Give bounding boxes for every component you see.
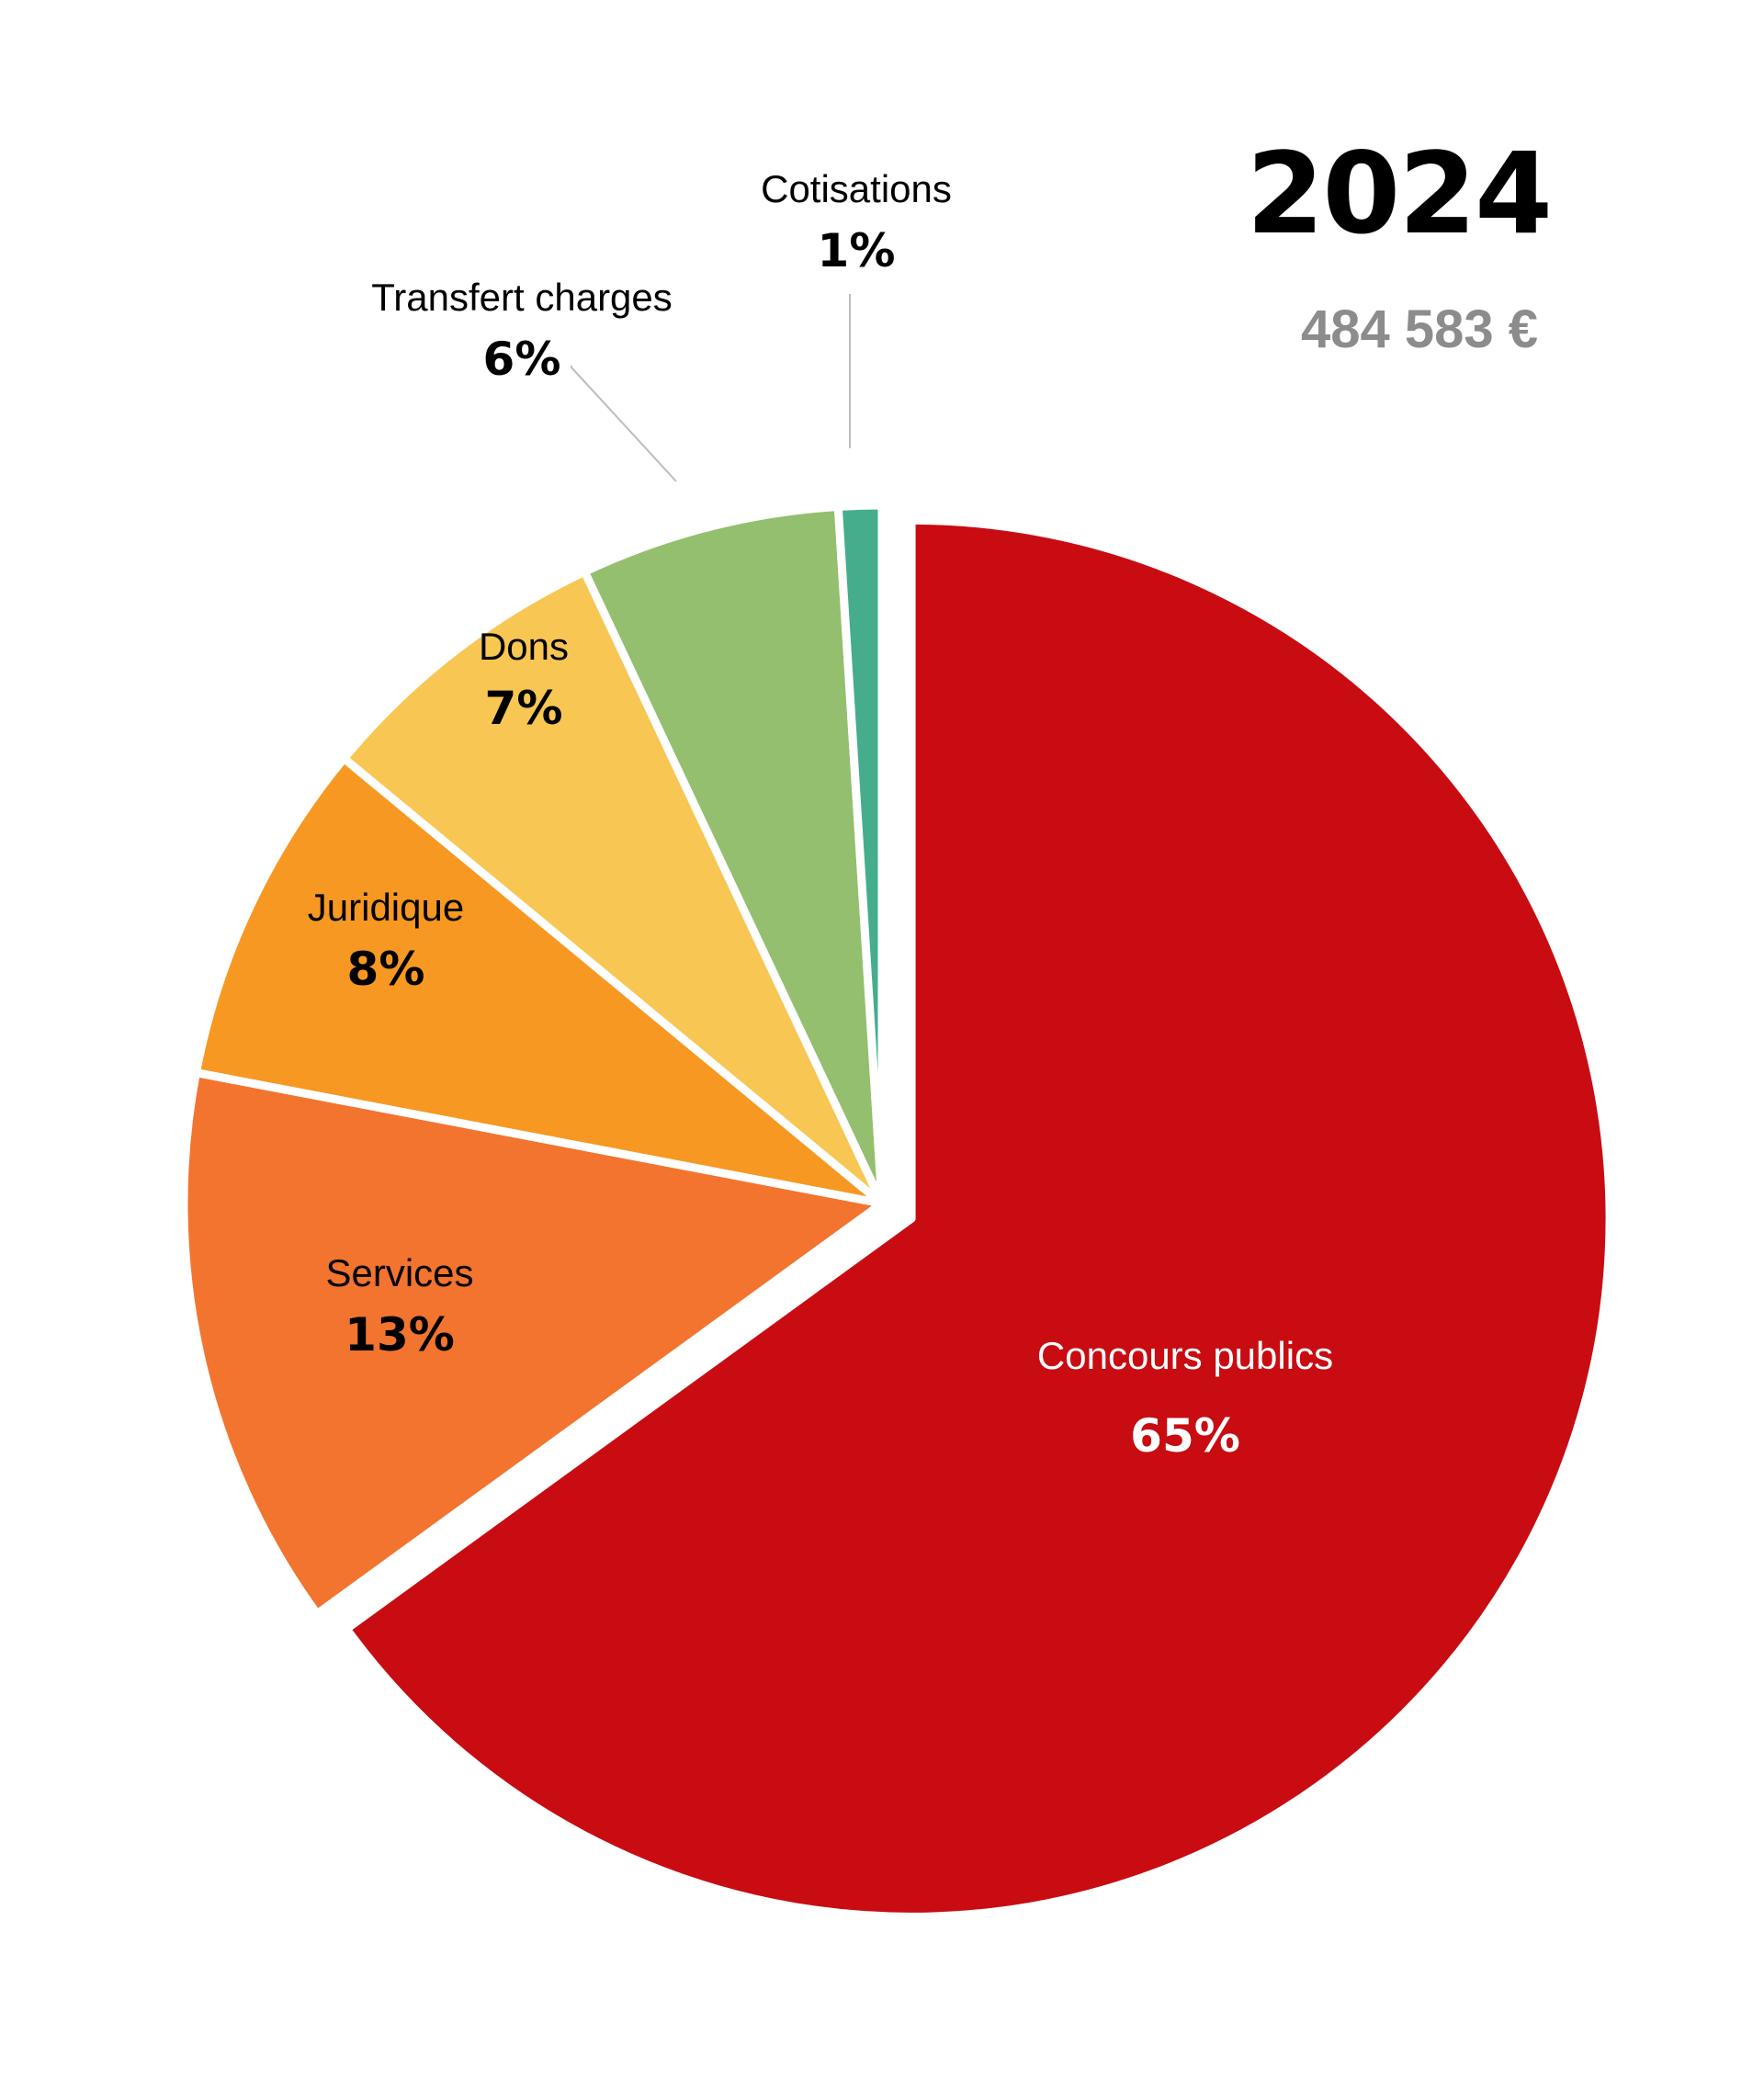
slice-label-services: Services xyxy=(325,1251,473,1294)
pie-labels: Concours publics 65% Services 13% Juridique 8… xyxy=(308,167,1333,1463)
pie-slice-juridique xyxy=(191,754,887,1208)
chart-total-amount: 484 583 € xyxy=(1300,299,1538,359)
slice-percent-transfert-charges: 6% xyxy=(483,333,561,386)
pie-slice-transfert-charges xyxy=(580,503,887,1208)
slice-label-concours-publics: Concours publics xyxy=(1037,1334,1333,1377)
slice-label-cotisations: Cotisations xyxy=(761,167,952,210)
slice-percent-juridique: 8% xyxy=(347,943,425,996)
slice-percent-cotisations: 1% xyxy=(818,224,896,277)
pie-slice-concours-publics xyxy=(342,515,1614,1921)
slice-percent-services: 13% xyxy=(345,1308,455,1362)
pie-slice-dons xyxy=(339,567,887,1208)
slice-label-juridique: Juridique xyxy=(308,886,464,929)
slice-label-transfert-charges: Transfert charges xyxy=(371,276,673,319)
pie-slice-cotisations xyxy=(833,501,887,1208)
slice-percent-dons: 7% xyxy=(485,682,563,735)
pie-slice-services xyxy=(179,1068,887,1619)
slice-percent-concours-publics: 65% xyxy=(1130,1409,1240,1463)
pie-slices xyxy=(179,501,1614,1921)
chart-year-title: 2024 xyxy=(1246,129,1553,259)
slice-label-dons: Dons xyxy=(479,625,569,668)
leader-line-transfert-charges xyxy=(571,366,677,482)
